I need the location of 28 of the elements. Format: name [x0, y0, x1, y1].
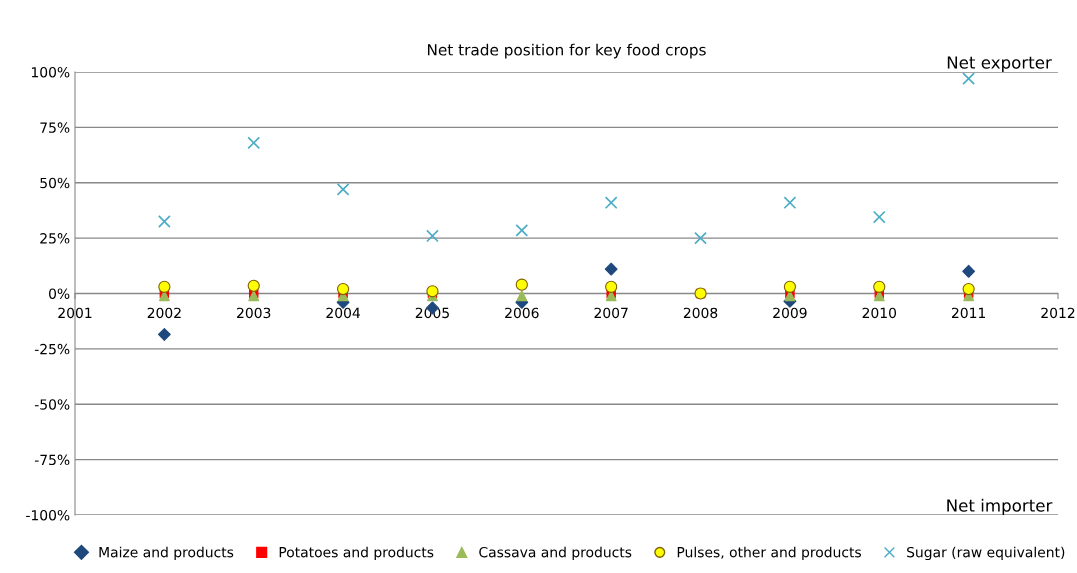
legend-label: Sugar (raw equivalent)	[907, 546, 1065, 561]
chart-title: Net trade position for key food crops	[427, 43, 706, 59]
x-tick-label: 2006	[505, 307, 539, 319]
y-tick-label: 50%	[40, 177, 70, 189]
y-tick-label: -25%	[34, 343, 70, 355]
y-tick-label: 0%	[49, 288, 70, 299]
y-tick-label: -50%	[34, 399, 70, 410]
x-tick-label: 2009	[773, 307, 807, 319]
annotation: Net importer	[947, 498, 1053, 515]
y-tick-label: -75%	[34, 454, 70, 466]
legend-label: Maize and products	[99, 546, 234, 561]
x-tick-label: 2002	[147, 307, 181, 319]
y-tick-label: 100%	[31, 66, 70, 78]
x-tick-label: 2011	[951, 307, 986, 319]
legend-label: Potatoes and products	[279, 546, 434, 561]
x-tick-label: 2007	[594, 307, 628, 319]
x-tick-label: 2001	[58, 307, 92, 319]
x-tick-label: 2008	[683, 307, 718, 319]
y-tick-label: -100%	[26, 509, 70, 521]
x-tick-label: 2004	[326, 307, 360, 319]
x-tick-label: 2012	[1041, 307, 1075, 319]
legend-label: Cassava and products	[479, 546, 632, 561]
x-tick-label: 2010	[862, 307, 897, 319]
y-tick-label: 25%	[40, 233, 70, 244]
y-tick-label: 75%	[40, 122, 70, 133]
x-tick-label: 2003	[237, 307, 271, 319]
legend-label: Pulses, other and products	[677, 546, 862, 561]
text: Net exporter	[947, 56, 1052, 72]
